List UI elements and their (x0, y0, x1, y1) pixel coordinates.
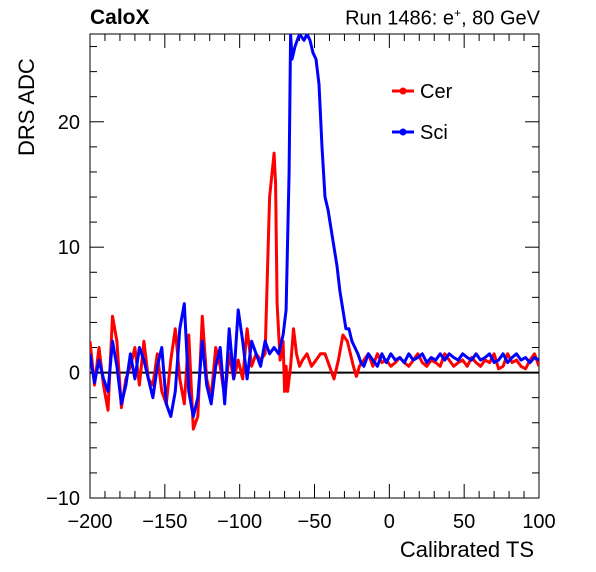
axis-ticks (89, 34, 540, 499)
run-label: Run 1486: e+, 80 GeV (345, 6, 540, 31)
y-tick-label: 10 (58, 237, 80, 259)
x-tick-label: −100 (217, 511, 262, 533)
x-tick-label: −200 (67, 511, 112, 533)
series-line-cer (90, 151, 539, 431)
y-tick-label: −10 (46, 488, 80, 510)
run-label-prefix: Run 1486: e (345, 7, 455, 30)
x-tick-label: 100 (522, 511, 555, 533)
y-tick-label: 20 (58, 112, 80, 134)
run-label-charge: + (454, 6, 462, 20)
x-tick-label: −50 (298, 511, 332, 533)
y-axis-label: DRS ADC (14, 58, 39, 156)
legend: Cer Sci (392, 81, 453, 144)
experiment-label: CaloX (90, 6, 150, 29)
x-tick-label: 50 (453, 511, 475, 533)
series-line-sci (90, 34, 539, 418)
legend-marker-cer (399, 87, 407, 95)
plot-border (89, 33, 540, 499)
legend-marker-sci (399, 128, 407, 136)
run-label-suffix: , 80 GeV (461, 7, 540, 30)
series-lines (90, 34, 539, 431)
x-tick-label: 0 (384, 511, 395, 533)
x-tick-label: −150 (142, 511, 187, 533)
y-tick-label: 0 (69, 363, 80, 385)
legend-label-sci: Sci (420, 122, 448, 144)
x-axis-label: Calibrated TS (399, 537, 534, 562)
plot-frame (89, 33, 540, 499)
legend-label-cer: Cer (420, 81, 453, 103)
